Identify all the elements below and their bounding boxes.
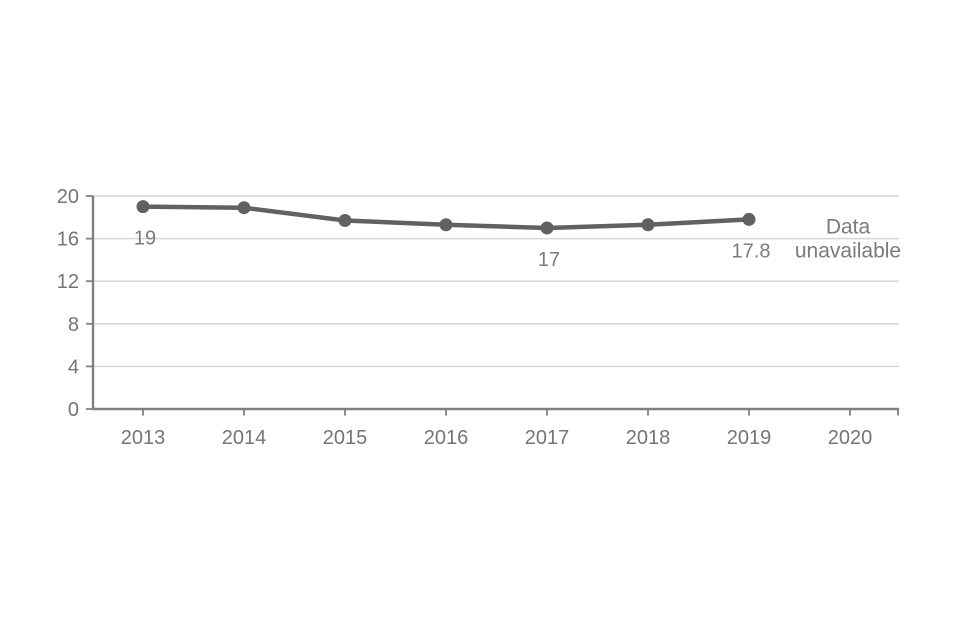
data-point [338,213,352,227]
annotation-line: Data [826,216,871,239]
x-axis-tick-label: 2016 [424,427,469,449]
data-point-label: 19 [134,228,156,250]
annotation-line: unavailable [795,240,901,263]
data-point [136,200,150,214]
x-axis-tick-label: 2014 [222,427,267,449]
data-point-label: 17.8 [732,240,771,262]
x-axis-tick-label: 2013 [121,427,166,449]
x-axis-tick-label: 2015 [323,427,368,449]
y-axis-tick-label: 12 [57,271,79,293]
data-point-label: 17 [538,249,560,271]
data-point [540,221,554,235]
x-axis-tick-label: 2019 [727,427,772,449]
y-axis-tick-label: 16 [57,229,79,251]
y-axis-tick-label: 0 [68,399,79,421]
x-axis-tick-label: 2020 [828,427,873,449]
data-point [742,212,756,226]
data-point [237,201,251,215]
data-point [641,218,655,232]
y-axis-tick-label: 8 [68,314,79,336]
data-point [439,218,453,232]
x-axis-tick-label: 2017 [525,427,570,449]
y-axis-tick-label: 4 [68,356,79,378]
x-axis-tick-label: 2018 [626,427,671,449]
y-axis-tick-label: 20 [57,186,79,208]
